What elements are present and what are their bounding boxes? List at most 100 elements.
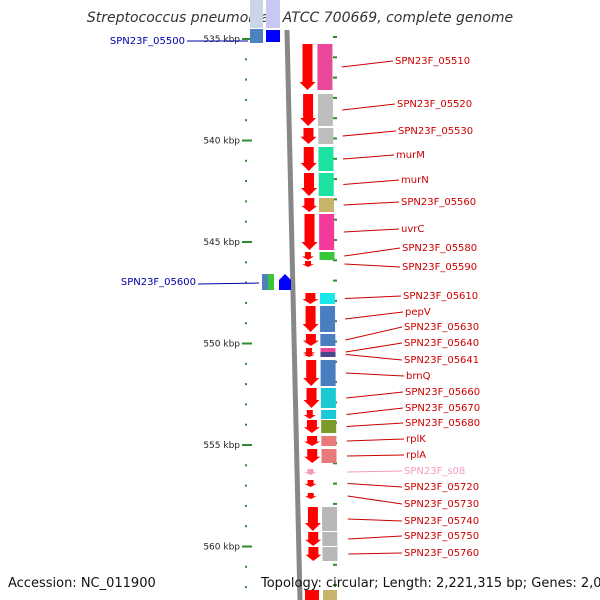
- gene-cog-block: [323, 590, 337, 600]
- tick-label: 545 kbp: [203, 238, 240, 248]
- label-leader-line: [345, 372, 405, 377]
- gene-cog-block: [320, 360, 336, 386]
- gene-label: SPN23F_05520: [397, 99, 472, 110]
- accession-text: Accession: NC_011900: [8, 576, 156, 591]
- label-leader-line: [343, 179, 400, 185]
- gene-cog-block: [320, 334, 336, 346]
- forward-gene-arrow: [303, 410, 316, 419]
- label-leader-line: [342, 130, 397, 137]
- label-leader-line: [345, 342, 403, 353]
- forward-gene-arrow: [302, 306, 319, 332]
- gene-cog-block: [321, 420, 337, 433]
- gene-label: SPN23F_s08: [404, 466, 465, 477]
- forward-gene-arrow: [303, 420, 320, 433]
- reverse-gene-arrow: [266, 30, 280, 42]
- gene-label: SPN23F_05760: [404, 548, 479, 559]
- forward-gene-arrow: [304, 436, 321, 446]
- forward-gene-arrow: [304, 493, 317, 499]
- forward-gene-arrow: [301, 173, 318, 196]
- gene-label: brnQ: [406, 371, 431, 382]
- reverse-gene-arrow: [279, 274, 291, 290]
- gene-cog-block: [318, 128, 334, 144]
- label-leader-line: [345, 311, 404, 320]
- gene-cog-block: [320, 352, 336, 357]
- forward-gene-arrow: [305, 590, 319, 600]
- gene-cog-block: [317, 94, 333, 126]
- gene-cog-block: [262, 274, 268, 290]
- label-leader-line: [346, 438, 405, 442]
- forward-gene-arrow: [301, 214, 318, 250]
- gene-features: [250, 0, 338, 600]
- label-leader-line: [344, 295, 402, 299]
- gene-label: SPN23F_05730: [404, 499, 479, 510]
- tick-label: 535 kbp: [203, 35, 240, 45]
- gene-cog-block: [266, 0, 280, 28]
- genome-summary-text: Topology: circular; Length: 2,221,315 bp…: [261, 576, 600, 591]
- forward-gene-arrow: [301, 252, 314, 260]
- forward-gene-arrow: [304, 507, 321, 531]
- gene-label: SPN23F_05670: [405, 403, 480, 414]
- forward-gene-arrow: [304, 449, 321, 463]
- gene-label: pepV: [405, 307, 431, 318]
- gene-label: SPN23F_05560: [401, 197, 476, 208]
- gene-cog-block: [322, 547, 338, 561]
- gene-label: rplK: [406, 434, 426, 445]
- label-leader-line: [342, 103, 396, 111]
- gene-label: uvrC: [401, 224, 424, 235]
- label-leader-line: [344, 247, 401, 257]
- forward-gene-arrow: [302, 334, 319, 346]
- gene-label: SPN23F_05500: [110, 36, 185, 47]
- genome-backbone: [284, 29, 303, 600]
- gene-label: SPN23F_05720: [404, 482, 479, 493]
- label-leader-line: [346, 422, 404, 427]
- gene-cog-block: [317, 44, 333, 90]
- label-leader-line: [347, 495, 403, 505]
- gene-cog-block: [318, 173, 334, 196]
- gene-label: SPN23F_05680: [405, 418, 480, 429]
- forward-gene-arrow: [302, 293, 319, 304]
- forward-gene-arrow: [305, 532, 322, 546]
- label-leader-line: [346, 454, 405, 457]
- gene-label: SPN23F_05510: [395, 56, 470, 67]
- gene-label: SPN23F_05641: [404, 355, 479, 366]
- forward-gene-arrow: [303, 388, 320, 408]
- label-leader-line: [346, 391, 404, 399]
- label-leader-line: [343, 201, 400, 206]
- gene-label: SPN23F_05530: [398, 126, 473, 137]
- gene-label: SPN23F_05610: [403, 291, 478, 302]
- tick-label: 540 kbp: [203, 137, 240, 147]
- gene-label: SPN23F_05660: [405, 387, 480, 398]
- gene-label: murM: [396, 150, 425, 161]
- forward-gene-arrow: [299, 44, 316, 90]
- label-leader-line: [342, 154, 395, 160]
- gene-label: SPN23F_05640: [404, 338, 479, 349]
- gene-labels: SPN23F_05510 SPN23F_05520 SPN23F_05530 murM…: [110, 36, 480, 559]
- gene-label: SPN23F_05590: [402, 262, 477, 273]
- tick-label: 550 kbp: [203, 340, 240, 350]
- label-leader-line: [344, 263, 401, 268]
- label-leader-line: [341, 60, 394, 68]
- gene-cog-block: [268, 274, 274, 290]
- gene-label: rplA: [406, 450, 426, 461]
- gene-label: SPN23F_05630: [404, 322, 479, 333]
- gene-cog-block: [321, 436, 337, 446]
- gene-cog-block: [322, 507, 338, 531]
- forward-gene-arrow: [302, 261, 315, 267]
- forward-gene-arrow: [300, 94, 317, 126]
- forward-gene-arrow: [300, 147, 317, 171]
- forward-gene-arrow: [301, 198, 318, 212]
- gene-label: murN: [401, 175, 429, 186]
- forward-gene-arrow: [305, 547, 322, 561]
- gene-label: SPN23F_05740: [404, 516, 479, 527]
- gene-cog-block: [319, 293, 335, 304]
- forward-gene-arrow: [304, 480, 317, 487]
- gene-cog-block: [318, 198, 334, 212]
- tick-label: 560 kbp: [203, 543, 240, 553]
- map-title: Streptococcus pneumoniae ATCC 700669, co…: [86, 10, 514, 26]
- backbone-line: [284, 29, 303, 600]
- label-leader-line: [345, 354, 403, 361]
- forward-gene-arrow: [304, 469, 317, 475]
- forward-gene-arrow: [303, 360, 320, 386]
- tick-label: 555 kbp: [203, 441, 240, 451]
- gene-cog-block: [250, 0, 263, 28]
